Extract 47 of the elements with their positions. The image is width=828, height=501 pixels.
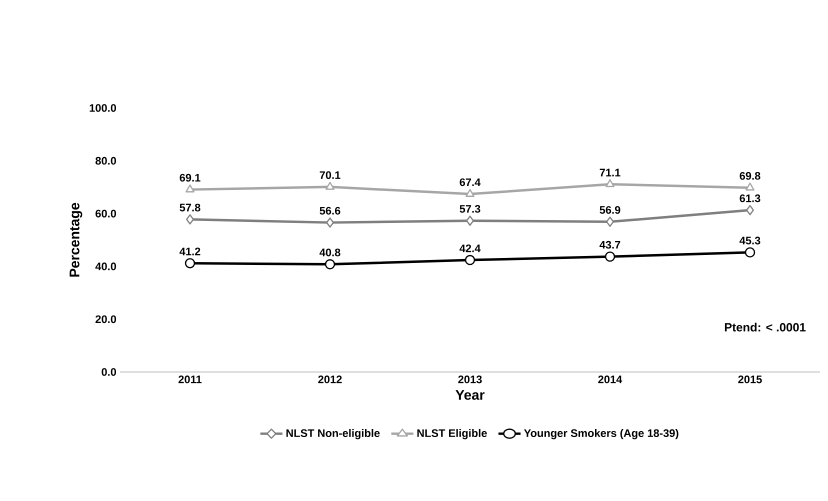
point	[745, 182, 755, 191]
data-label: 61.3	[740, 194, 760, 202]
data-label: 70.1	[320, 171, 340, 179]
y-tick-label: 20.0	[96, 315, 116, 324]
point	[606, 216, 614, 227]
x-axis-title: Year	[456, 390, 485, 400]
point	[464, 254, 476, 266]
point	[185, 184, 195, 192]
legend-label: NLST Eligible	[417, 428, 487, 440]
y-tick-label: 0.0	[102, 368, 116, 376]
data-label: 41.2	[180, 248, 200, 256]
data-label: 57.3	[460, 204, 480, 213]
y-tick-label: 100.0	[90, 104, 116, 112]
x-tick-label: 2015	[738, 376, 762, 384]
data-label: 71.1	[600, 168, 620, 176]
point	[325, 182, 335, 190]
x-tick-label: 2014	[598, 376, 622, 384]
legend-label: Younger Smokers (Age 18-39)	[524, 428, 678, 440]
legend-label: NLST Non-eligible	[286, 428, 380, 440]
data-label: 69.1	[180, 174, 200, 182]
point	[326, 217, 334, 228]
data-label: 67.4	[460, 178, 481, 186]
data-label: 45.3	[740, 236, 760, 244]
x-tick-label: 2012	[318, 376, 342, 384]
data-label: 40.8	[320, 248, 340, 256]
data-label: 42.4	[460, 244, 481, 252]
data-label: 56.6	[320, 206, 340, 215]
point	[184, 258, 196, 268]
y-axis-title: Percentage	[70, 202, 82, 277]
y-tick-label: 40.0	[95, 262, 116, 270]
x-tick-label: 2011	[178, 376, 202, 384]
point	[744, 247, 756, 258]
y-tick-label: 80.0	[96, 156, 116, 165]
y-tick-label: 60.0	[96, 210, 116, 218]
data-label: 57.8	[180, 204, 200, 212]
data-label: 43.7	[600, 240, 620, 249]
annotation: Ptend: < .0001	[724, 322, 806, 332]
point	[605, 179, 615, 188]
point	[324, 259, 336, 270]
point	[466, 216, 474, 226]
data-label: 69.8	[740, 172, 760, 180]
point	[465, 188, 475, 197]
point	[604, 251, 616, 262]
point	[186, 214, 194, 225]
data-label: 56.9	[600, 206, 620, 214]
point	[746, 205, 754, 216]
x-tick-label: 2013	[458, 376, 482, 384]
